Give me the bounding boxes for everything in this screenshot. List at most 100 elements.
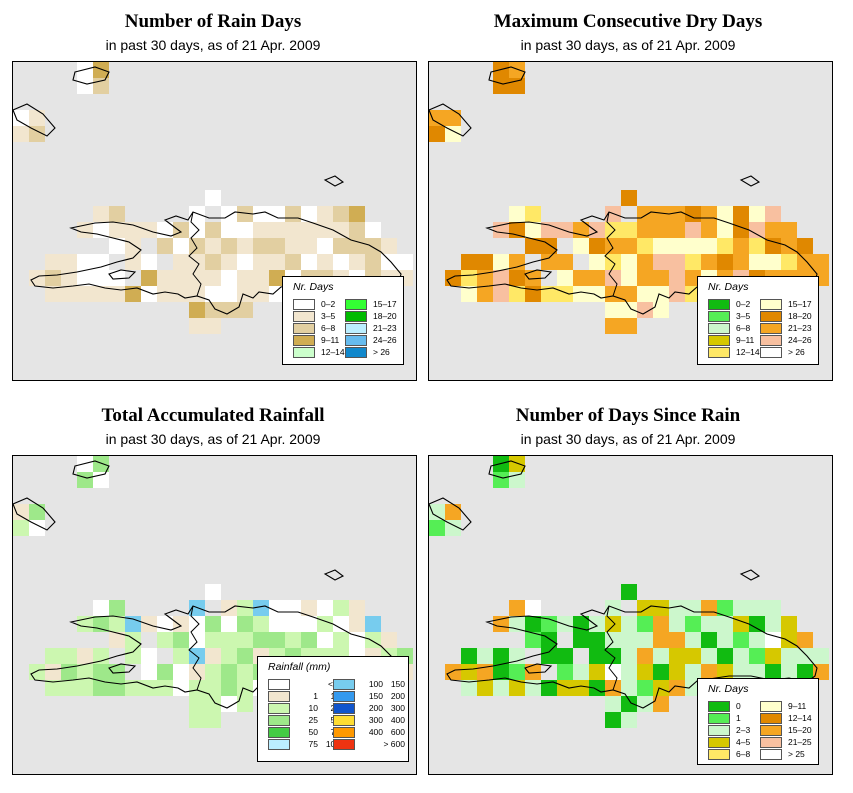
grid-cell xyxy=(653,680,669,696)
grid-cell xyxy=(109,632,125,648)
panel-subtitle-rainfall: in past 30 days, as of 21 Apr. 2009 xyxy=(105,431,321,447)
grid-cell xyxy=(285,632,301,648)
legend-swatch xyxy=(345,334,367,346)
grid-cell xyxy=(797,648,813,664)
panel-subtitle-days-since-rain: in past 30 days, as of 21 Apr. 2009 xyxy=(520,431,736,447)
grid-cell xyxy=(253,254,269,270)
legend-swatch xyxy=(708,700,730,712)
grid-cell xyxy=(749,254,765,270)
legend-swatch xyxy=(708,310,730,322)
grid-cell xyxy=(157,680,173,696)
grid-cell xyxy=(173,254,189,270)
grid-cell xyxy=(557,664,573,680)
map-dry-days: Nr. Days 0–2 3–5 6–8 9–11 12–14 15–17 18–20 21–2… xyxy=(428,61,833,381)
legend-label: 18–20 xyxy=(788,311,812,321)
legend-item: 21–23 xyxy=(345,322,397,334)
grid-cell xyxy=(237,222,253,238)
grid-cell xyxy=(589,632,605,648)
grid-cell xyxy=(445,504,461,520)
island-outline xyxy=(72,66,110,85)
grid-cell xyxy=(253,600,269,616)
legend-swatch xyxy=(293,298,315,310)
grid-cell xyxy=(557,286,573,302)
grid-cell xyxy=(173,664,189,680)
grid-cell xyxy=(125,254,141,270)
legend-label: 100 150 xyxy=(361,679,405,689)
grid-cell xyxy=(77,78,93,94)
legend-range-low: 1 xyxy=(313,691,318,701)
legend-item: 100 150 xyxy=(333,678,405,690)
grid-cell xyxy=(573,238,589,254)
legend-swatch xyxy=(268,738,290,750)
legend-item: 1 xyxy=(708,712,750,724)
grid-cell xyxy=(733,648,749,664)
legend-swatch xyxy=(760,298,782,310)
grid-cell xyxy=(141,222,157,238)
legend-label: 1 xyxy=(736,713,741,723)
grid-cell xyxy=(493,472,509,488)
grid-cell xyxy=(493,648,509,664)
grid-cell xyxy=(637,206,653,222)
legend-title: Rainfall (mm) xyxy=(268,661,331,673)
legend-item: 6–8 xyxy=(293,322,345,334)
grid-cell xyxy=(93,254,109,270)
grid-cell xyxy=(637,222,653,238)
grid-cell xyxy=(77,664,93,680)
grid-cell xyxy=(317,206,333,222)
grid-cell xyxy=(29,520,45,536)
grid-cell xyxy=(157,632,173,648)
grid-cell xyxy=(333,206,349,222)
grid-cell xyxy=(669,238,685,254)
grid-cell xyxy=(77,286,93,302)
grid-cell xyxy=(45,664,61,680)
grid-cell xyxy=(269,600,285,616)
grid-cell xyxy=(605,238,621,254)
grid-cell xyxy=(221,238,237,254)
island-outline xyxy=(524,663,553,674)
grid-cell xyxy=(797,238,813,254)
grid-cell xyxy=(285,238,301,254)
legend-item: 18–20 xyxy=(760,310,812,322)
grid-cell xyxy=(509,270,525,286)
grid-cell xyxy=(813,254,829,270)
legend-label: 21–23 xyxy=(373,323,397,333)
grid-cell xyxy=(717,616,733,632)
grid-cell xyxy=(429,520,445,536)
legend-item: 9–11 xyxy=(760,700,812,712)
legend-item: 0–2 xyxy=(708,298,760,310)
legend-item: 9–11 xyxy=(708,334,760,346)
legend-item: 9–11 xyxy=(293,334,345,346)
grid-cell xyxy=(765,664,781,680)
grid-cell xyxy=(221,600,237,616)
grid-cell xyxy=(349,254,365,270)
legend-item: 400 600 xyxy=(333,726,405,738)
grid-cell xyxy=(269,238,285,254)
legend-swatch xyxy=(293,346,315,358)
legend-swatch xyxy=(345,322,367,334)
island-outline xyxy=(108,269,137,280)
grid-cell xyxy=(637,696,653,712)
grid-cell xyxy=(669,286,685,302)
legend-label: 0–2 xyxy=(321,299,336,309)
grid-cell xyxy=(557,222,573,238)
grid-cell xyxy=(685,254,701,270)
legend-swatch xyxy=(268,690,290,702)
grid-cell xyxy=(365,222,381,238)
grid-cell xyxy=(605,616,621,632)
grid-cell xyxy=(653,648,669,664)
grid-cell xyxy=(173,648,189,664)
legend-item: 3–5 xyxy=(293,310,345,322)
legend-title: Nr. Days xyxy=(708,281,749,293)
grid-cell xyxy=(653,254,669,270)
grid-cell xyxy=(77,680,93,696)
grid-cell xyxy=(621,712,637,728)
grid-cell xyxy=(109,238,125,254)
grid-cell xyxy=(237,286,253,302)
grid-cell xyxy=(45,270,61,286)
grid-cell xyxy=(541,648,557,664)
legend-range-high: 400 xyxy=(390,715,405,725)
grid-cell xyxy=(749,648,765,664)
grid-cell xyxy=(461,648,477,664)
grid-cell xyxy=(605,680,621,696)
grid-cell xyxy=(509,222,525,238)
